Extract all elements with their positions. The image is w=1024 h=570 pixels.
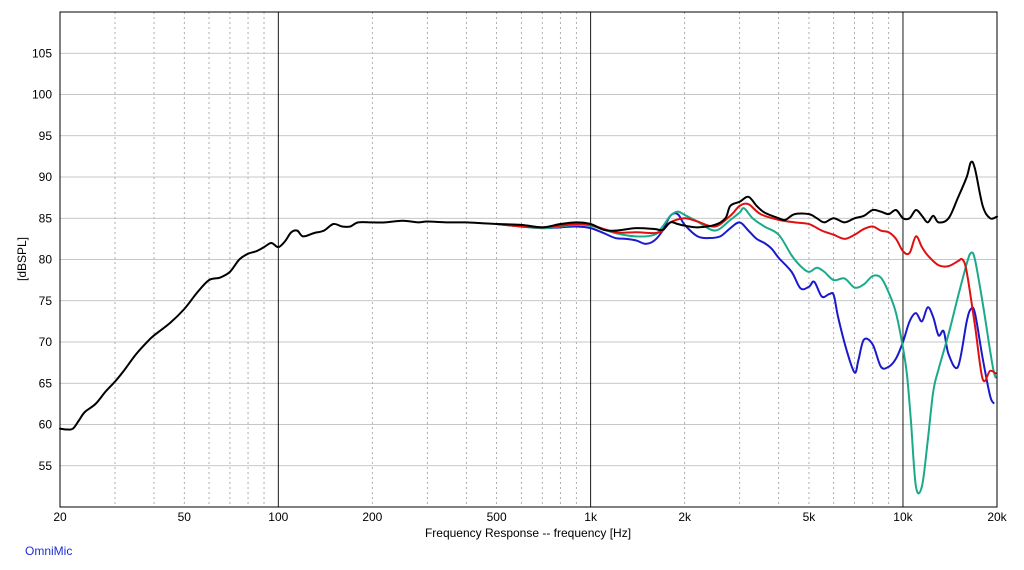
x-tick-label: 2k	[678, 510, 692, 524]
brand-label: OmniMic	[25, 544, 73, 558]
y-tick-label: 80	[39, 253, 53, 267]
series-layer	[59, 160, 998, 495]
x-axis-title: Frequency Response -- frequency [Hz]	[425, 526, 631, 540]
series-line-4	[59, 160, 998, 431]
y-tick-label: 90	[39, 170, 53, 184]
major-gridlines	[277, 12, 904, 507]
x-tick-label: 200	[362, 510, 382, 524]
y-tick-label: 55	[39, 459, 53, 473]
x-tick-label: 1k	[584, 510, 598, 524]
y-tick-label: 60	[39, 418, 53, 432]
y-axis-title: [dBSPL]	[15, 237, 29, 281]
x-tick-label: 20k	[987, 510, 1007, 524]
plot-frame	[59, 11, 998, 508]
x-tick-labels: 20 50 100 200 500 1k 2k 5k 10k 20k	[53, 510, 1007, 524]
y-tick-label: 85	[39, 211, 53, 225]
y-tick-label: 75	[39, 294, 53, 308]
x-tick-label: 20	[53, 510, 67, 524]
x-tick-label: 10k	[893, 510, 913, 524]
y-tick-label: 70	[39, 335, 53, 349]
y-tick-label: 65	[39, 376, 53, 390]
y-tick-label: 100	[32, 88, 52, 102]
series-line-3	[495, 202, 997, 383]
x-tick-label: 100	[268, 510, 288, 524]
x-tick-label: 50	[178, 510, 192, 524]
x-tick-label: 5k	[803, 510, 817, 524]
y-tick-labels: 55 60 65 70 75 80 85 90 95 100 105	[32, 46, 52, 473]
y-tick-label: 105	[32, 46, 52, 60]
series-line-1	[495, 212, 995, 405]
minor-gridlines	[60, 12, 997, 507]
y-tick-label: 95	[39, 129, 53, 143]
x-tick-label: 500	[487, 510, 507, 524]
